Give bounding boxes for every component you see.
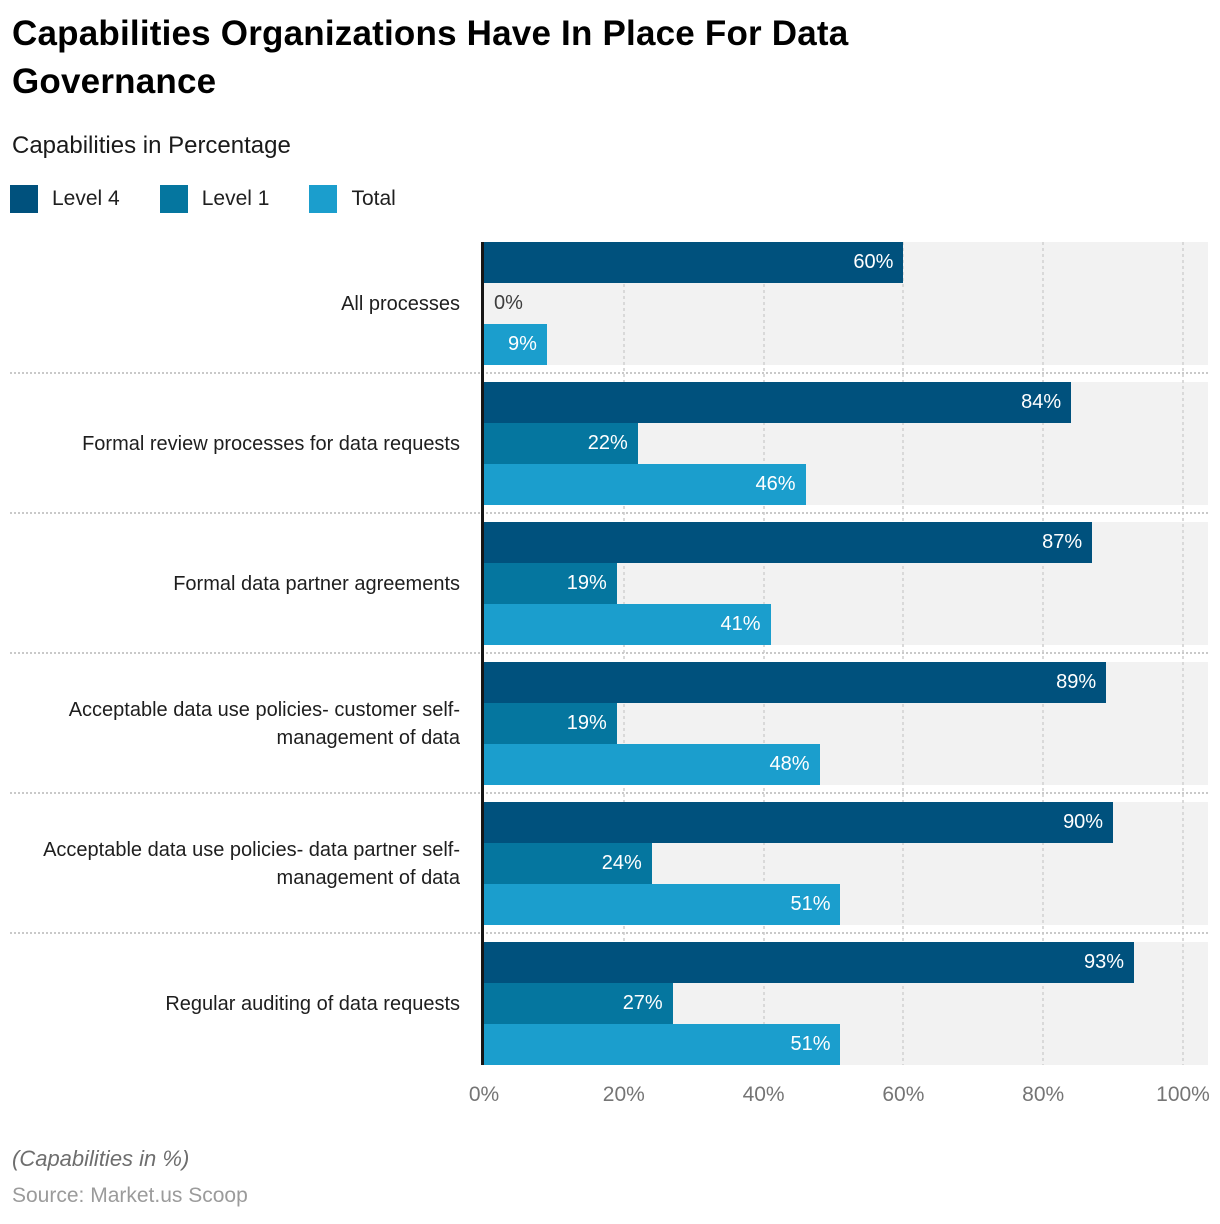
x-axis-tick-label: 60% xyxy=(882,1083,925,1106)
legend-swatch-level4-icon xyxy=(10,185,38,213)
bar-total xyxy=(484,324,547,365)
bar-total xyxy=(484,604,771,645)
group-separator xyxy=(10,652,1208,654)
x-axis-tick-label: 80% xyxy=(1022,1083,1065,1106)
category-label: All processes xyxy=(341,292,460,315)
chart-title: Capabilities Organizations Have In Place… xyxy=(12,10,1072,106)
bar-level-1 xyxy=(484,843,652,884)
bar-value-label: 51% xyxy=(790,893,831,915)
bar-level-1 xyxy=(484,563,617,604)
bar-total xyxy=(484,744,820,785)
legend-label-level4: Level 4 xyxy=(52,187,120,210)
bar-level-4 xyxy=(484,802,1114,843)
bar-value-label: 46% xyxy=(755,473,796,495)
group-separator xyxy=(10,372,1208,374)
chart-subtitle: Capabilities in Percentage xyxy=(12,132,291,159)
group-separator xyxy=(10,512,1208,514)
category-label: Acceptable data use policies- data partn… xyxy=(43,838,460,889)
group-separator xyxy=(10,792,1208,794)
bar-total xyxy=(484,884,841,925)
category-label: Regular auditing of data requests xyxy=(165,992,460,1015)
bar-value-label: 27% xyxy=(622,992,663,1014)
bar-value-label: 90% xyxy=(1063,811,1104,833)
category-label: Formal data partner agreements xyxy=(173,572,460,595)
y-axis-line xyxy=(481,242,484,1065)
bar-level-1 xyxy=(484,983,673,1024)
x-axis-tick-label: 20% xyxy=(602,1083,645,1106)
bar-value-label: 60% xyxy=(853,251,894,273)
bar-value-label: 9% xyxy=(508,333,537,355)
category-label: Formal review processes for data request… xyxy=(82,432,460,455)
bar-value-label: 41% xyxy=(720,613,761,635)
x-axis-tick-label: 40% xyxy=(742,1083,785,1106)
bar-level-1 xyxy=(484,423,638,464)
legend-item-level1: Level 1 xyxy=(159,185,270,213)
bar-level-4 xyxy=(484,522,1093,563)
chart-source: Source: Market.us Scoop xyxy=(12,1184,248,1207)
chart-footnote: (Capabilities in %) xyxy=(12,1146,190,1171)
legend-swatch-level1-icon xyxy=(159,185,188,213)
bar-total xyxy=(484,464,806,505)
bar-value-label: 48% xyxy=(769,753,810,775)
legend-swatch-total-icon xyxy=(309,185,338,213)
bar-level-4 xyxy=(484,662,1107,703)
bar-value-label: 89% xyxy=(1056,671,1097,693)
bar-value-label: 93% xyxy=(1084,951,1125,973)
bar-value-label: 22% xyxy=(587,432,628,454)
bar-level-4 xyxy=(484,242,904,283)
bar-level-4 xyxy=(484,942,1135,983)
legend-label-total: Total xyxy=(351,187,396,210)
group-separator xyxy=(10,932,1208,934)
bar-value-label: 87% xyxy=(1042,531,1083,553)
x-axis-tick-label: 100% xyxy=(1156,1083,1210,1106)
bar-level-4 xyxy=(484,382,1072,423)
legend-item-level4: Level 4 xyxy=(10,185,120,213)
bar-value-label: 84% xyxy=(1021,391,1062,413)
chart-title-line2: Governance xyxy=(12,62,217,101)
bar-value-label: 0% xyxy=(494,292,523,314)
legend: Level 4 Level 1 Total xyxy=(10,185,436,213)
bar-value-label: 19% xyxy=(566,572,607,594)
chart-title-line1: Capabilities Organizations Have In Place… xyxy=(12,14,849,53)
bar-value-label: 24% xyxy=(601,852,642,874)
bar-value-label: 19% xyxy=(566,712,607,734)
x-axis-tick-label: 0% xyxy=(468,1083,500,1106)
legend-item-total: Total xyxy=(309,185,396,213)
bar-level-1 xyxy=(484,703,617,744)
legend-label-level1: Level 1 xyxy=(201,187,270,210)
bar-total xyxy=(484,1024,841,1065)
bar-value-label: 51% xyxy=(790,1033,831,1055)
category-label: Acceptable data use policies- customer s… xyxy=(68,698,460,749)
